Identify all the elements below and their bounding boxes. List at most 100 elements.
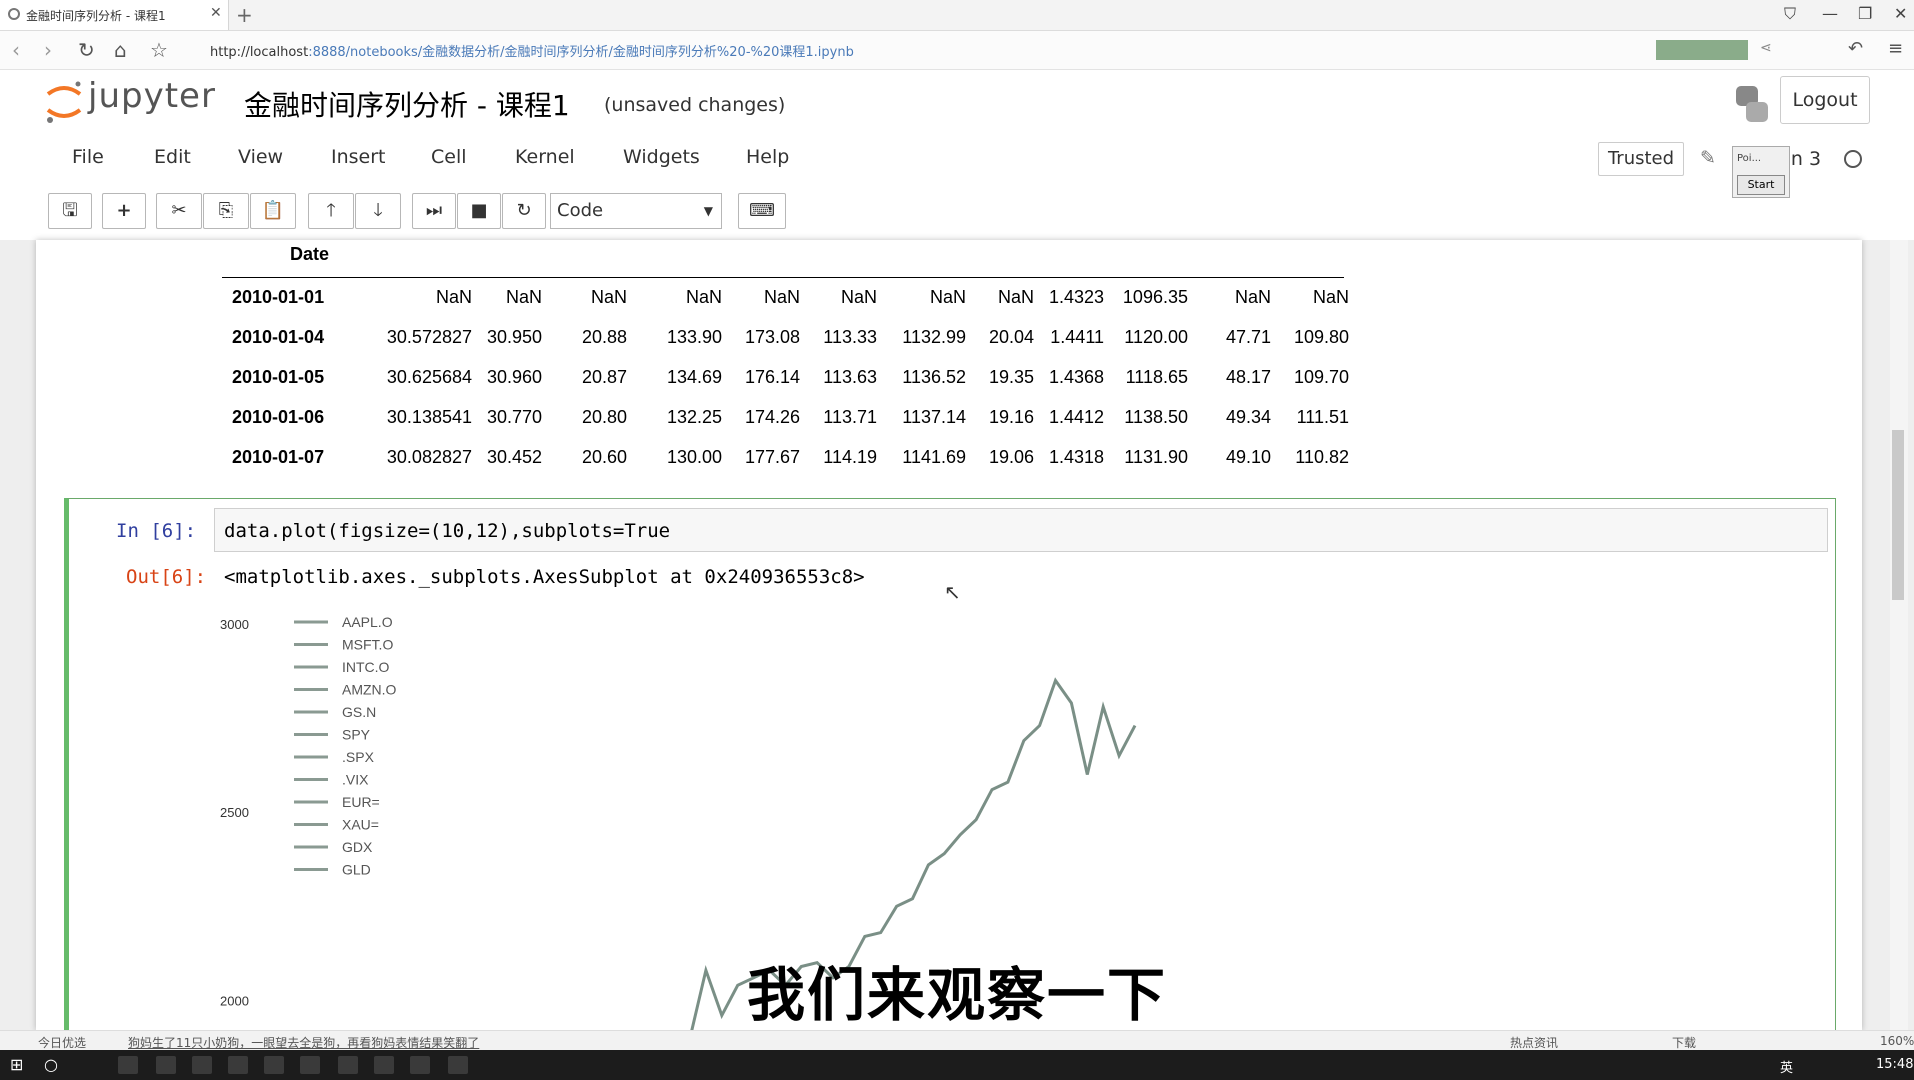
vertical-scrollbar[interactable] xyxy=(1890,240,1908,1030)
menu-help[interactable]: Help xyxy=(746,146,790,168)
taskbar-app-icon[interactable] xyxy=(264,1056,284,1074)
forward-icon[interactable]: › xyxy=(44,38,52,62)
download-link[interactable]: 下载 xyxy=(1672,1036,1697,1050)
notebook-name[interactable]: 金融时间序列分析 - 课程1 xyxy=(244,89,570,122)
table-cell: 110.82 xyxy=(1295,446,1349,467)
menu-file[interactable]: File xyxy=(72,146,104,168)
logout-button[interactable]: Logout xyxy=(1780,76,1870,124)
table-cell: 133.90 xyxy=(666,326,722,347)
url-field[interactable]: http://localhost:8888/notebooks/金融数据分析/金… xyxy=(210,41,854,60)
input-prompt: In [6]: xyxy=(116,520,197,542)
restore-icon[interactable]: ❐ xyxy=(1858,4,1873,23)
menu-insert[interactable]: Insert xyxy=(331,146,386,168)
taskbar-app-icon[interactable] xyxy=(374,1056,394,1074)
menu-edit[interactable]: Edit xyxy=(154,146,191,168)
output-text: <matplotlib.axes._subplots.AxesSubplot a… xyxy=(224,566,865,588)
table-cell: 30.625684 xyxy=(386,366,472,387)
notebook-page xyxy=(36,240,1862,1030)
code-text[interactable]: data.plot(figsize=(10,12),subplots=True xyxy=(224,520,671,542)
table-cell: 1.4412 xyxy=(1048,406,1104,427)
taskbar-app-icon[interactable] xyxy=(156,1056,176,1074)
table-cell: 174.26 xyxy=(744,406,800,427)
keyboard-shortcuts-button[interactable]: ⌨ xyxy=(738,193,786,229)
table-row: 2010-01-01 NaN NaN NaN NaN NaN NaN NaN NaN 1.4323… xyxy=(222,277,1349,317)
hot-news-link[interactable]: 热点资讯 xyxy=(1510,1036,1559,1050)
popup-start-button[interactable]: Start xyxy=(1737,175,1785,195)
save-button[interactable]: 🖫 xyxy=(48,193,92,229)
windows-start-icon[interactable]: ⊞ xyxy=(10,1055,24,1074)
minimize-icon[interactable]: — xyxy=(1822,4,1838,23)
code-input-area[interactable] xyxy=(214,508,1828,552)
back-icon[interactable]: ‹ xyxy=(12,38,20,62)
table-row: 2010-01-06 30.138541 30.770 20.80 132.25 174.… xyxy=(222,397,1349,437)
copy-button[interactable]: ⎘ xyxy=(203,193,249,229)
cell-type-select[interactable]: Code ▼ xyxy=(550,193,722,229)
table-cell: 1118.65 xyxy=(1125,366,1188,387)
table-cell: 113.71 xyxy=(823,406,877,427)
menu-icon[interactable]: ≡ xyxy=(1888,38,1904,59)
output-prompt: Out[6]: xyxy=(126,566,207,588)
insert-cell-button[interactable]: + xyxy=(102,193,146,229)
legend-label: GDX xyxy=(342,839,373,855)
close-tab-icon[interactable]: ✕ xyxy=(210,5,222,21)
chevron-down-icon: ▼ xyxy=(703,204,713,218)
move-down-button[interactable]: 🡓 xyxy=(355,193,401,229)
undo-icon[interactable]: ↶ xyxy=(1848,38,1864,59)
edit-mode-pencil-icon: ✎ xyxy=(1700,147,1716,169)
table-cell: NaN xyxy=(1312,286,1349,307)
legend-label: EUR= xyxy=(342,794,380,810)
search-icon[interactable]: ○ xyxy=(44,1055,58,1074)
taskbar-app-icon[interactable] xyxy=(410,1056,430,1074)
index-header: Date xyxy=(290,244,330,264)
table-cell: 1096.35 xyxy=(1122,286,1188,307)
move-up-button[interactable]: 🡑 xyxy=(308,193,354,229)
news-ticker[interactable]: 狗妈生了11只小奶狗，一眼望去全是狗，再看狗妈表情结果笑翻了 xyxy=(128,1036,480,1050)
table-cell: 132.25 xyxy=(666,406,722,427)
taskbar-app-icon[interactable] xyxy=(338,1056,358,1074)
legend-label: INTC.O xyxy=(342,659,390,675)
taskbar-app-icon[interactable] xyxy=(448,1056,468,1074)
paste-button[interactable]: 📋 xyxy=(250,193,296,229)
table-cell: 173.08 xyxy=(744,326,800,347)
reload-icon[interactable]: ↻ xyxy=(78,38,95,62)
taskbar-app-icon[interactable] xyxy=(300,1056,320,1074)
taskbar-app-icon[interactable] xyxy=(192,1056,212,1074)
row-index: 2010-01-06 xyxy=(232,406,325,427)
close-window-icon[interactable]: ✕ xyxy=(1894,4,1908,23)
table-cell: 47.71 xyxy=(1225,326,1271,347)
taskbar-app-icon[interactable] xyxy=(118,1056,138,1074)
input-language[interactable]: 英 xyxy=(1780,1061,1794,1076)
extension-badge[interactable] xyxy=(1656,40,1748,60)
share-icon[interactable]: ⋖ xyxy=(1760,40,1772,56)
menu-cell[interactable]: Cell xyxy=(431,146,467,168)
menu-widgets[interactable]: Widgets xyxy=(623,146,700,168)
windows-taskbar xyxy=(0,1050,1914,1080)
zoom-level[interactable]: 160% xyxy=(1880,1034,1914,1048)
table-cell: 113.33 xyxy=(823,326,877,347)
scrollbar-thumb[interactable] xyxy=(1892,430,1904,600)
table-cell: 1137.14 xyxy=(902,406,966,427)
star-icon[interactable]: ☆ xyxy=(150,38,168,62)
menu-kernel[interactable]: Kernel xyxy=(515,146,575,168)
table-cell: 30.770 xyxy=(486,406,542,427)
interrupt-button[interactable]: ■ xyxy=(457,193,501,229)
browser-tab[interactable]: 金融时间序列分析 - 课程1 ✕ xyxy=(0,0,229,30)
run-button[interactable]: ⏭ xyxy=(412,193,456,229)
table-cell: 19.06 xyxy=(988,446,1034,467)
table-cell: 30.138541 xyxy=(386,406,472,427)
cut-button[interactable]: ✂ xyxy=(156,193,202,229)
taskbar-app-icon[interactable] xyxy=(228,1056,248,1074)
restart-button[interactable]: ↻ xyxy=(502,193,546,229)
table-cell: 1138.50 xyxy=(1124,406,1188,427)
trusted-indicator[interactable]: Trusted xyxy=(1598,142,1684,176)
jupyter-wordmark[interactable]: jupyter xyxy=(88,76,216,116)
table-cell: 49.10 xyxy=(1225,446,1271,467)
new-tab-icon[interactable]: + xyxy=(236,3,253,27)
bookmark-icon[interactable]: ⛉ xyxy=(1784,4,1797,23)
status-left-text[interactable]: 今日优选 xyxy=(38,1036,87,1050)
home-icon[interactable]: ⌂ xyxy=(114,38,127,62)
menu-view[interactable]: View xyxy=(238,146,284,168)
table-cell: 49.34 xyxy=(1225,406,1271,427)
table-row: 2010-01-04 30.572827 30.950 20.88 133.90 173.… xyxy=(222,317,1349,357)
table-cell: 1.4318 xyxy=(1048,446,1104,467)
